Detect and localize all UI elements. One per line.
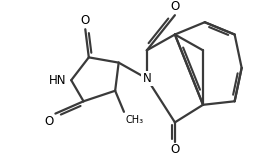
Text: CH₃: CH₃	[126, 115, 144, 125]
Text: O: O	[44, 115, 54, 128]
Text: N: N	[142, 72, 151, 85]
Text: O: O	[170, 143, 179, 157]
Text: O: O	[81, 14, 90, 27]
Text: O: O	[170, 0, 179, 14]
Text: HN: HN	[49, 74, 66, 87]
